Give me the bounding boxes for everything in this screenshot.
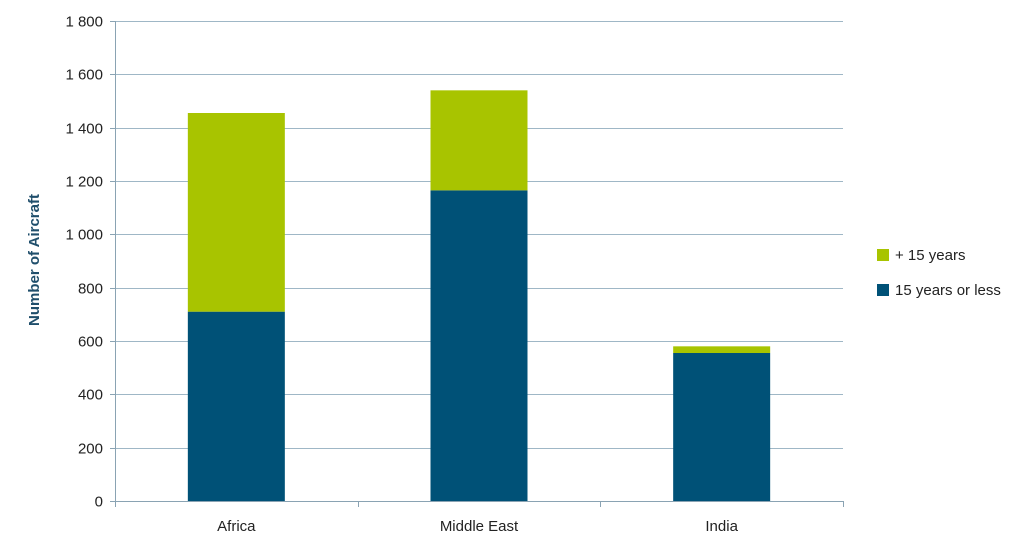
y-tick-label: 400 [78,387,103,404]
bar-segment [187,113,285,312]
legend-label: + 15 years [895,247,965,264]
bar-segment [673,346,771,353]
legend-label: 15 years or less [895,282,1001,299]
y-tick-label: 800 [78,281,103,298]
axes [110,21,844,507]
y-axis-title: Number of Aircraft [26,194,43,326]
y-tick-label: 1 000 [65,227,103,244]
bar-segment [430,190,528,502]
y-tick-label: 600 [78,334,103,351]
y-tick-label: 200 [78,441,103,458]
y-tick-label: 0 [95,494,103,511]
bar-segment [673,353,771,501]
bars [187,90,771,502]
y-tick-label: 1 600 [65,67,103,84]
y-tick-label: 1 400 [65,121,103,138]
x-category-label: Africa [217,518,256,535]
bar-segment [187,311,285,501]
legend-swatch [877,249,889,261]
y-tick-label: 1 200 [65,174,103,191]
labels: 0 200 400 600 800 1 000 1 200 1 400 1 600 1 800 Af… [65,14,738,536]
x-category-label: India [705,518,738,535]
x-category-label: Middle East [440,518,519,535]
legend-swatch [877,284,889,296]
y-tick-label: 1 800 [65,14,103,31]
legend: + 15 years 15 years or less [877,247,1001,299]
bar-segment [430,90,528,191]
